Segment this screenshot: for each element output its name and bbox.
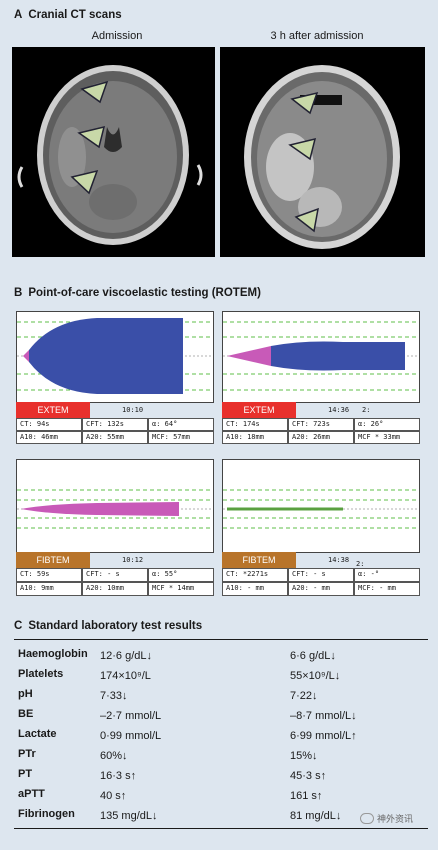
lab-row-later: 15%↓: [290, 750, 318, 762]
panel-c-rule: [14, 639, 428, 640]
lab-row-name: Lactate: [18, 728, 57, 740]
lab-row-name: PTr: [18, 748, 36, 760]
lab-row-admission: –2·7 mmol/L: [100, 710, 162, 722]
fibtem-admission-cft: CFT: - s: [82, 568, 148, 582]
fibtem-3h-cft: CFT: - s: [288, 568, 354, 582]
extem-3h-time: 14:36: [328, 406, 350, 414]
panel-c-title: C Standard laboratory test results: [14, 620, 203, 632]
fibtem-3h-time: 14:38: [328, 556, 350, 564]
lab-row-admission: 174×10⁹/L: [100, 670, 151, 682]
lab-row-later: 6·6 g/dL↓: [290, 650, 336, 662]
lab-row-admission: 40 s↑: [100, 790, 127, 802]
lab-row-name: pH: [18, 688, 33, 700]
lab-row-later: 7·22↓: [290, 690, 318, 702]
lab-row-name: PT: [18, 768, 33, 780]
ct-admission-label: Admission: [91, 30, 143, 42]
extem-3h-alpha: α: 26°: [354, 418, 420, 431]
rotem-extem-3h-table: EXTEM 14:36 2: CT: 174s CFT: 723s α: 26°…: [222, 402, 420, 444]
lab-row-admission: 12·6 g/dL↓: [100, 650, 152, 662]
panel-b-title: B Point-of-care viscoelastic testing (ROT…: [14, 287, 261, 299]
fibtem-admission-label: FIBTEM: [16, 552, 90, 568]
extem-admission-ct: CT: 94s: [16, 418, 82, 431]
extem-admission-cft: CFT: 132s: [82, 418, 148, 431]
lab-row-later: 161 s↑: [290, 790, 323, 802]
fibtem-3h-label: FIBTEM: [222, 552, 296, 568]
fibtem-3h-ct: CT: *2271s: [222, 568, 288, 582]
rotem-extem-admission-trace: [16, 311, 214, 403]
lab-row-name: Platelets: [18, 668, 64, 680]
rotem-fibtem-3h-table: FIBTEM 14:38 2: CT: *2271s CFT: - s α: -…: [222, 552, 420, 596]
fibtem-3h-a20: A20: - mm: [288, 582, 354, 596]
fibtem-admission-a20: A20: 10mm: [82, 582, 148, 596]
extem-3h-a20: A20: 26mm: [288, 431, 354, 444]
fibtem-3h-mcf: MCF: - mm: [354, 582, 420, 596]
ct-scan-admission: [12, 47, 215, 257]
lab-row-name: Haemoglobin: [18, 648, 88, 660]
rotem-fibtem-admission-trace: [16, 459, 214, 553]
fibtem-admission-time: 10:12: [122, 556, 144, 564]
lab-row-name: aPTT: [18, 788, 45, 800]
rotem-fibtem-3h-trace: [222, 459, 420, 553]
fibtem-admission-mcf: MCF * 14mm: [148, 582, 214, 596]
rotem-fibtem-admission-table: FIBTEM 10:12 CT: 59s CFT: - s α: 55° A10…: [16, 552, 214, 596]
lab-row-admission: 135 mg/dL↓: [100, 810, 158, 822]
watermark: 神外资讯: [360, 812, 413, 825]
extem-admission-label: EXTEM: [16, 402, 90, 418]
lab-row-admission: 60%↓: [100, 750, 128, 762]
lab-row-later: 6·99 mmol/L↑: [290, 730, 357, 742]
lab-row-admission: 0·99 mmol/L: [100, 730, 162, 742]
extem-3h-ct: CT: 174s: [222, 418, 288, 431]
extem-3h-mcf: MCF * 33mm: [354, 431, 420, 444]
fibtem-3h-alpha: α: -°: [354, 568, 420, 582]
extem-admission-a10: A10: 46mm: [16, 431, 82, 444]
fibtem-admission-ct: CT: 59s: [16, 568, 82, 582]
extem-3h-a10: A10: 18mm: [222, 431, 288, 444]
extem-3h-label: EXTEM: [222, 402, 296, 418]
extem-3h-cft: CFT: 723s: [288, 418, 354, 431]
rotem-extem-admission-table: EXTEM 10:10 CT: 94s CFT: 132s α: 64° A10…: [16, 402, 214, 444]
lab-row-later: 45·3 s↑: [290, 770, 327, 782]
rotem-extem-3h-trace: [222, 311, 420, 403]
fibtem-3h-a10: A10: - mm: [222, 582, 288, 596]
ct-3h-label: 3 h after admission: [270, 30, 364, 42]
lab-row-name: Fibrinogen: [18, 808, 75, 820]
lab-row-name: BE: [18, 708, 34, 720]
extem-3h-extra: 2:: [362, 406, 371, 414]
extem-admission-mcf: MCF: 57mm: [148, 431, 214, 444]
lab-row-later: –8·7 mmol/L↓: [290, 710, 357, 722]
lab-row-later: 55×10⁹/L↓: [290, 670, 341, 682]
lab-row-admission: 7·33↓: [100, 690, 128, 702]
fibtem-admission-a10: A10: 9mm: [16, 582, 82, 596]
extem-admission-time: 10:10: [122, 406, 144, 414]
extem-admission-a20: A20: 55mm: [82, 431, 148, 444]
lab-row-admission: 16·3 s↑: [100, 770, 137, 782]
fibtem-3h-extra: 2:: [356, 560, 365, 568]
lab-row-later: 81 mg/dL↓: [290, 810, 342, 822]
extem-admission-alpha: α: 64°: [148, 418, 214, 431]
panel-a-title: A Cranial CT scans: [14, 9, 122, 21]
panel-c-bottom-rule: [14, 828, 428, 829]
wechat-icon: [360, 813, 374, 824]
fibtem-admission-alpha: α: 55°: [148, 568, 214, 582]
ct-scan-3h: [220, 47, 425, 257]
